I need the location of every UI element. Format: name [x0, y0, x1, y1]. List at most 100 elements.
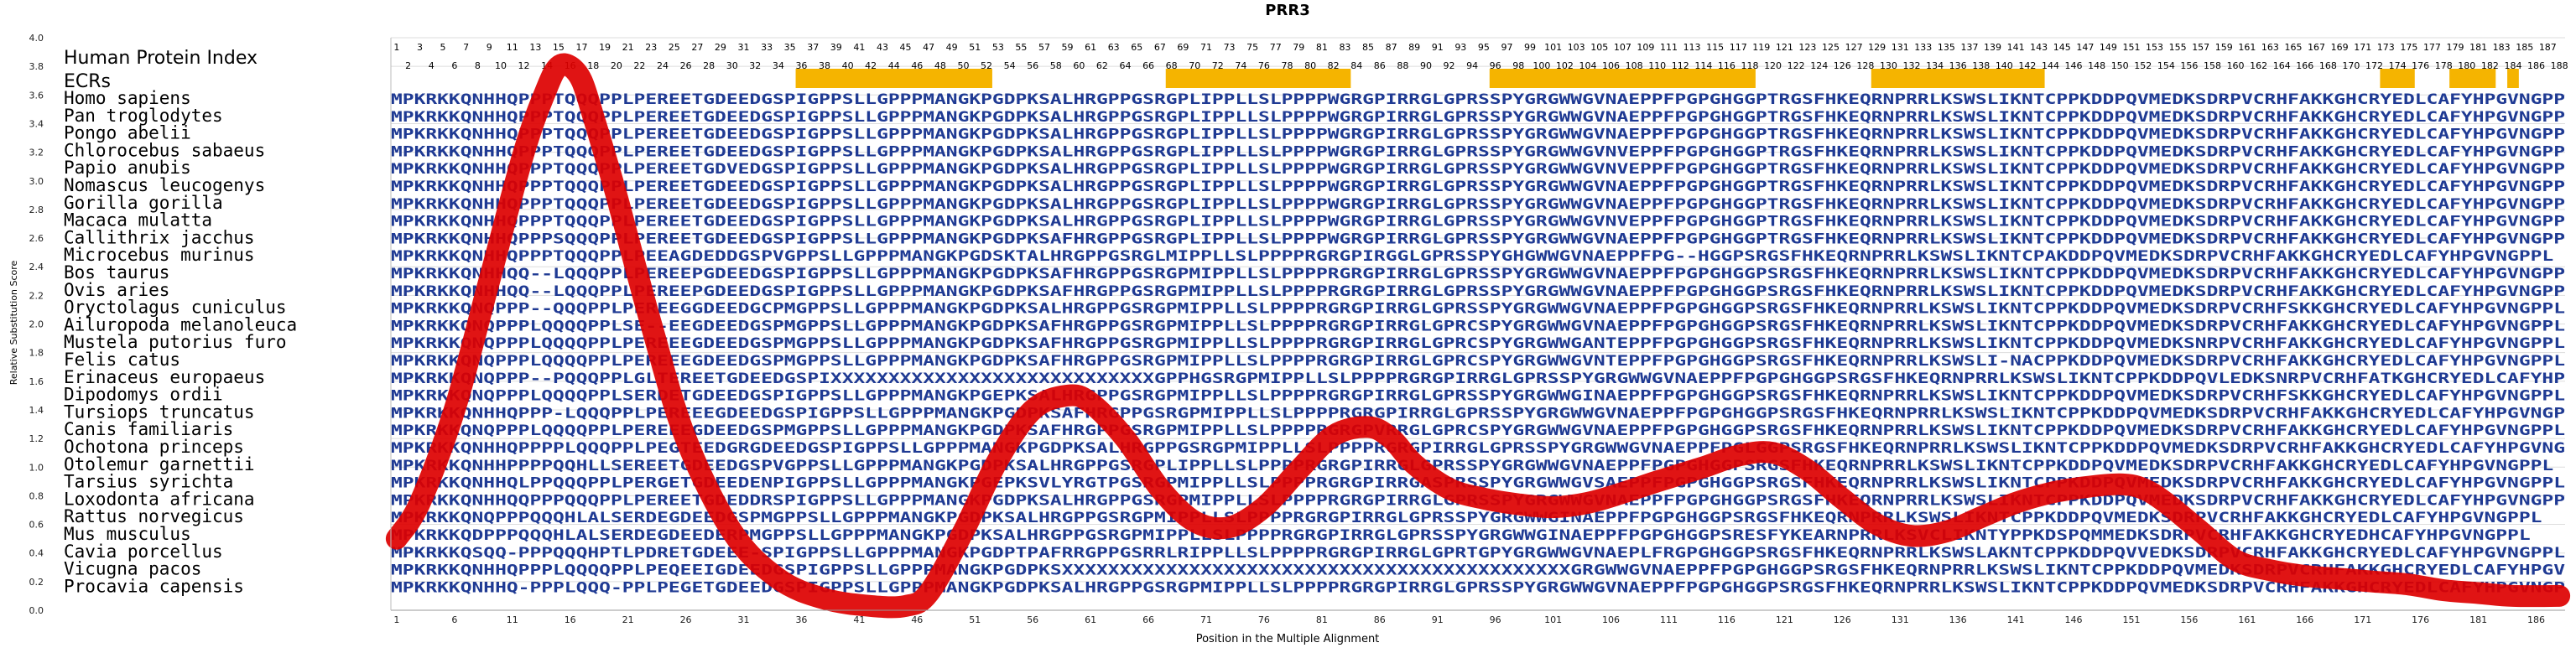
index-number: 159: [2215, 42, 2233, 53]
index-number: 75: [1246, 42, 1258, 53]
index-number: 64: [1119, 60, 1131, 71]
index-number: 140: [1996, 60, 2013, 71]
index-number: 145: [2053, 42, 2071, 53]
y-tick-label: 2.2: [29, 290, 44, 301]
ecr-bar: [1489, 69, 1756, 88]
index-label: Human Protein Index: [64, 48, 258, 69]
index-number: 60: [1073, 60, 1085, 71]
index-number: 58: [1050, 60, 1062, 71]
index-number: 2: [405, 60, 411, 71]
index-number: 3: [417, 42, 423, 53]
index-number: 151: [2122, 42, 2140, 53]
y-tick-label: 1.4: [29, 405, 44, 416]
species-label: Ochotona princeps: [64, 437, 244, 457]
index-number: 49: [946, 42, 958, 53]
index-number: 95: [1478, 42, 1490, 53]
y-tick-label: 4.0: [29, 33, 44, 44]
y-tick-label: 3.4: [29, 118, 44, 129]
index-number: 165: [2285, 42, 2303, 53]
index-number: 173: [2377, 42, 2395, 53]
index-number: 29: [715, 42, 726, 53]
substitution-curve: [385, 53, 2571, 619]
x-tick-label: 161: [2238, 614, 2256, 625]
index-number: 171: [2354, 42, 2371, 53]
index-number: 87: [1386, 42, 1397, 53]
x-tick-label: 116: [1718, 614, 1736, 625]
sequence-row: MPKRKKQNQPPPLQQQQPPLPEREEEGDEEDGSPMGPPSL…: [391, 353, 2565, 370]
index-number: 51: [969, 42, 981, 53]
species-label: Vicugna pacos: [64, 559, 201, 579]
sequence-row: MPKRKKQNHHQPPPTQQQPPLPEREETGDEEDGSPIGPPS…: [391, 109, 2565, 126]
index-number: 54: [1004, 60, 1016, 71]
index-number: 1: [393, 42, 399, 53]
x-tick-label: 101: [1544, 614, 1562, 625]
y-tick-label: 1.8: [29, 348, 44, 359]
index-number: 89: [1408, 42, 1420, 53]
index-number: 90: [1420, 60, 1432, 71]
index-number: 91: [1432, 42, 1444, 53]
index-number: 187: [2539, 42, 2557, 53]
index-number: 153: [2146, 42, 2163, 53]
x-tick-label: 56: [1027, 614, 1038, 625]
index-number: 115: [1706, 42, 1724, 53]
index-number: 74: [1235, 60, 1246, 71]
index-number: 181: [2469, 42, 2487, 53]
index-number: 141: [2007, 42, 2025, 53]
species-label: Nomascus leucogenys: [64, 175, 265, 195]
index-number: 80: [1304, 60, 1316, 71]
index-number: 142: [2018, 60, 2036, 71]
x-tick-label: 151: [2122, 614, 2140, 625]
index-number: 5: [440, 42, 446, 53]
index-number: 26: [680, 60, 692, 71]
index-number: 6: [451, 60, 457, 71]
index-number: 172: [2365, 60, 2383, 71]
index-number: 114: [1694, 60, 1712, 71]
y-tick-label: 0.6: [29, 520, 44, 531]
y-tick-label: 2.6: [29, 233, 44, 244]
sequence-row: MPKRKKQDPPPQQQHLALSERDEGDEEDERPMGPPSLLGP…: [391, 527, 2531, 544]
index-number: 176: [2412, 60, 2429, 71]
index-number: 163: [2261, 42, 2279, 53]
sequence-row: MPKRKKQSQQ-PPPQQQHPTLPDRETGDEEE-SPIGPPSL…: [391, 545, 2565, 562]
index-number: 107: [1614, 42, 1631, 53]
index-number: 79: [1293, 42, 1304, 53]
index-number: 57: [1038, 42, 1050, 53]
index-number: 82: [1328, 60, 1340, 71]
species-label: Papio anubis: [64, 158, 191, 178]
y-tick-label: 2.0: [29, 319, 44, 330]
index-number: 147: [2076, 42, 2094, 53]
index-number: 52: [981, 60, 992, 71]
index-number: 88: [1397, 60, 1408, 71]
species-label: Otolemur garnettii: [64, 454, 255, 474]
sequence-row: MPKRKKQNHHQQ--LQQQPPLPEREEPGDEEDGSPIGPPS…: [391, 266, 2565, 282]
x-tick-label: 131: [1892, 614, 1909, 625]
species-label: Callithrix jacchus: [64, 227, 255, 247]
index-number: 148: [2088, 60, 2105, 71]
human-index-numbers: 1234567891011121314151617181920212223242…: [393, 42, 2568, 71]
index-number: 182: [2481, 60, 2499, 71]
species-label: Tursiops truncatus: [64, 402, 255, 422]
index-number: 13: [529, 42, 541, 53]
species-label: Ovis aries: [64, 280, 169, 300]
index-number: 155: [2169, 42, 2187, 53]
y-tick-label: 2.8: [29, 205, 44, 215]
index-number: 157: [2192, 42, 2209, 53]
species-label: Canis familiaris: [64, 419, 233, 439]
sequence-row: MPKRKKQNHHQQ--LQQQPPLPEREEPGDEEDGSPIGPPS…: [391, 283, 2565, 300]
index-number: 70: [1189, 60, 1200, 71]
x-tick-label: 11: [507, 614, 518, 625]
index-number: 129: [1868, 42, 1886, 53]
species-label: Rattus norvegicus: [64, 506, 244, 526]
species-label: Chlorocebus sabaeus: [64, 140, 265, 160]
index-number: 132: [1903, 60, 1921, 71]
species-label: Pan troglodytes: [64, 106, 223, 126]
x-tick-label: 16: [565, 614, 576, 625]
x-tick-label: 21: [622, 614, 634, 625]
x-tick-label: 181: [2469, 614, 2487, 625]
y-tick-label: 0.0: [29, 605, 44, 616]
index-number: 63: [1108, 42, 1120, 53]
x-tick-label: 136: [1949, 614, 1967, 625]
index-number: 59: [1062, 42, 1074, 53]
index-number: 161: [2238, 42, 2256, 53]
